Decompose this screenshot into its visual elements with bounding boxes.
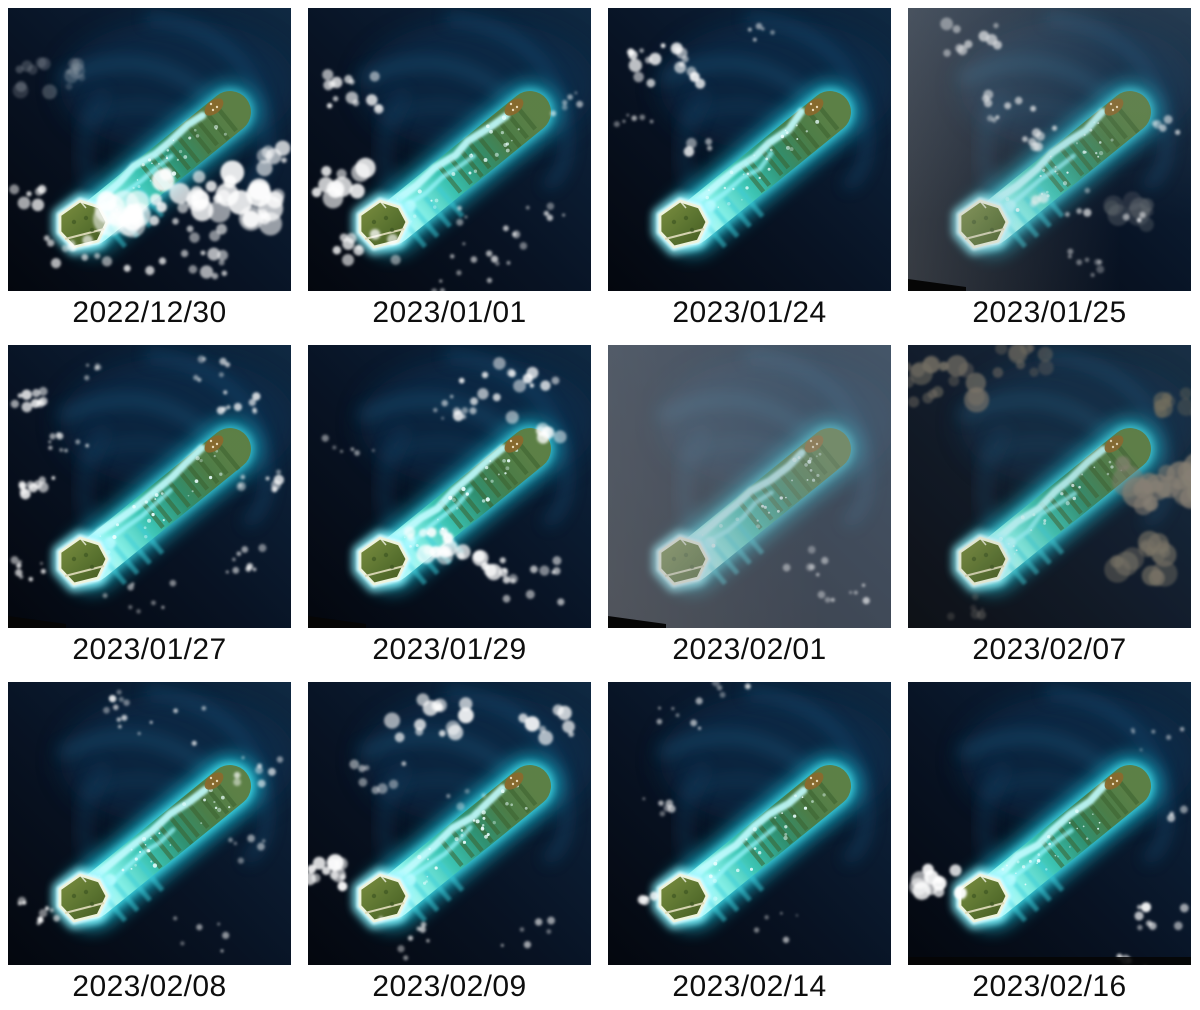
date-label: 2023/01/24 (672, 296, 827, 329)
satellite-image (608, 345, 891, 628)
satellite-tile: 2022/12/30 (8, 8, 291, 330)
satellite-image (308, 8, 591, 291)
date-label: 2022/12/30 (72, 296, 227, 329)
date-label: 2023/01/25 (972, 296, 1127, 329)
satellite-tile: 2023/02/09 (308, 682, 591, 1004)
date-label: 2023/01/29 (372, 633, 527, 666)
satellite-image (8, 8, 291, 291)
satellite-image (8, 345, 291, 628)
date-label: 2023/01/27 (72, 633, 227, 666)
satellite-tile: 2023/01/25 (908, 8, 1191, 330)
date-label: 2023/02/14 (672, 970, 827, 1003)
date-label: 2023/02/01 (672, 633, 827, 666)
date-label: 2023/02/09 (372, 970, 527, 1003)
satellite-image (908, 682, 1191, 965)
date-label: 2023/02/16 (972, 970, 1127, 1003)
satellite-tile: 2023/02/01 (608, 345, 891, 667)
satellite-tile: 2023/02/08 (8, 682, 291, 1004)
satellite-image (308, 345, 591, 628)
satellite-tile: 2023/01/29 (308, 345, 591, 667)
date-label: 2023/01/01 (372, 296, 527, 329)
satellite-tile: 2023/01/24 (608, 8, 891, 330)
satellite-tile: 2023/02/14 (608, 682, 891, 1004)
satellite-image (8, 682, 291, 965)
satellite-image (608, 8, 891, 291)
satellite-image (308, 682, 591, 965)
satellite-tile: 2023/02/07 (908, 345, 1191, 667)
satellite-image (608, 682, 891, 965)
satellite-tile: 2023/01/01 (308, 8, 591, 330)
satellite-tile: 2023/02/16 (908, 682, 1191, 1004)
date-label: 2023/02/07 (972, 633, 1127, 666)
satellite-image (908, 8, 1191, 291)
date-label: 2023/02/08 (72, 970, 227, 1003)
satellite-tile: 2023/01/27 (8, 345, 291, 667)
satellite-image (908, 345, 1191, 628)
